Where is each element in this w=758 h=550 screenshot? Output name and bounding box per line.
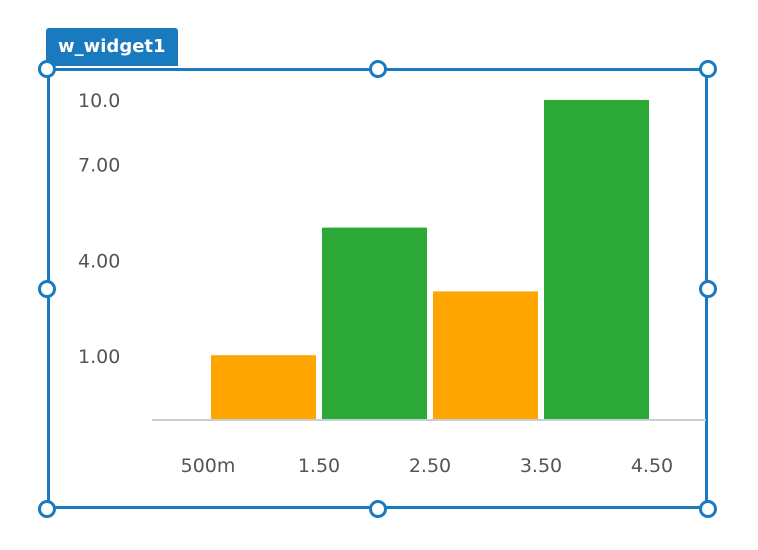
resize-handle-bottom[interactable] bbox=[369, 500, 387, 518]
x-tick-label: 1.50 bbox=[298, 455, 340, 477]
resize-handle-top-right[interactable] bbox=[699, 60, 717, 78]
bar-3 bbox=[433, 291, 538, 419]
resize-handle-left[interactable] bbox=[38, 280, 56, 298]
y-tick-label: 7.00 bbox=[78, 155, 120, 177]
x-tick-label: 2.50 bbox=[409, 455, 451, 477]
y-tick-label: 10.0 bbox=[78, 90, 120, 112]
resize-handle-right[interactable] bbox=[699, 280, 717, 298]
resize-handle-top[interactable] bbox=[369, 60, 387, 78]
bar-1 bbox=[211, 355, 316, 419]
y-tick-label: 4.00 bbox=[78, 250, 120, 272]
widget-name-tag: w_widget1 bbox=[46, 28, 178, 66]
bar-4 bbox=[544, 100, 649, 419]
x-tick-label: 500m bbox=[181, 455, 236, 477]
resize-handle-top-left[interactable] bbox=[38, 60, 56, 78]
bar-2 bbox=[322, 227, 427, 419]
resize-handle-bottom-right[interactable] bbox=[699, 500, 717, 518]
x-tick-label: 3.50 bbox=[520, 455, 562, 477]
y-tick-label: 1.00 bbox=[78, 346, 120, 368]
resize-handle-bottom-left[interactable] bbox=[38, 500, 56, 518]
x-tick-label: 4.50 bbox=[631, 455, 673, 477]
